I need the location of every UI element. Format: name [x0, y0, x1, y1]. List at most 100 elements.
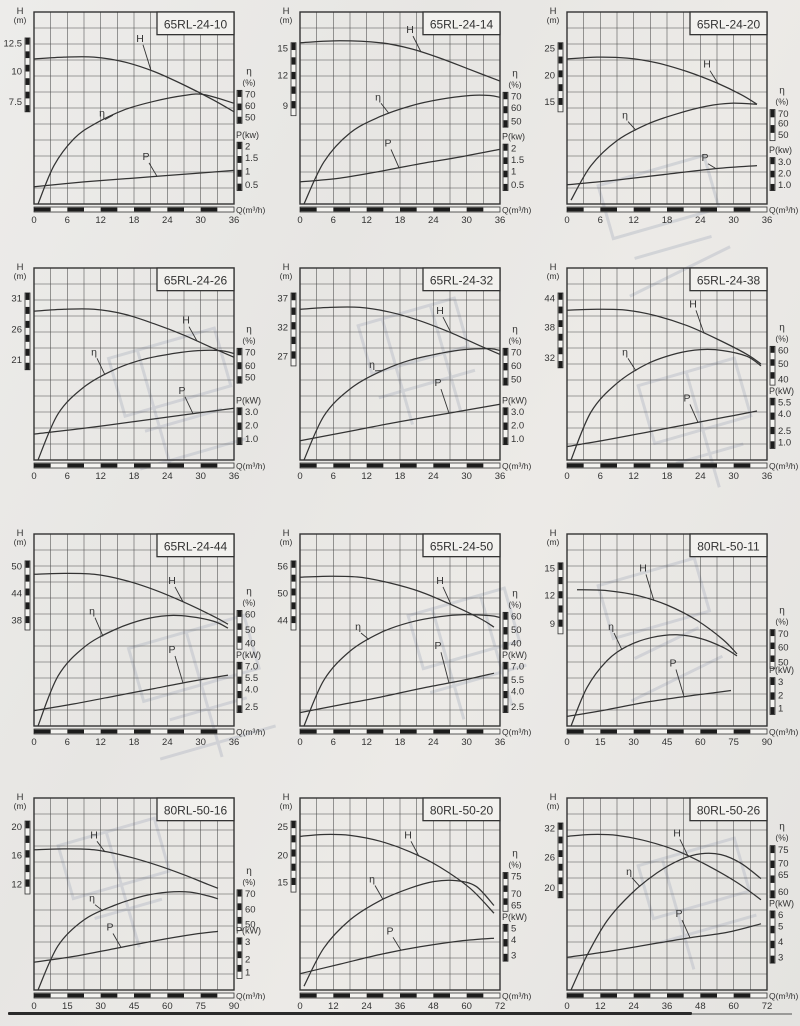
h-axis-unit: (m)	[280, 271, 293, 281]
ruler-stripe	[503, 953, 508, 962]
ruler-stripe	[167, 993, 184, 998]
ruler-stripe	[466, 993, 484, 998]
q-axis-tick: 36	[762, 471, 773, 482]
p-axis-tick: 3.0	[511, 407, 524, 418]
ruler-stripe	[291, 602, 296, 610]
plot-border	[299, 267, 501, 461]
q-axis-tick: 36	[495, 737, 506, 748]
page-footer-rule	[8, 1012, 692, 1015]
curve-label-H: H	[406, 24, 414, 36]
h-axis-tick: 15	[544, 97, 555, 108]
eta-axis-unit: (%)	[242, 77, 255, 87]
ruler-stripe	[600, 207, 617, 212]
p-axis-tick: 5	[778, 922, 783, 933]
pump-curve-figure: 65RL-24-38HηPH(m)443832η(%)605040P(kW)5.…	[544, 262, 798, 482]
h-axis-unit: (m)	[280, 15, 293, 25]
h-axis-unit: (m)	[547, 15, 560, 25]
eta-axis-label: η	[512, 324, 518, 335]
ruler-stripe	[503, 363, 508, 371]
chart-title: 80RL-50-16	[164, 803, 228, 817]
ruler-stripe	[770, 183, 775, 191]
ruler-stripe	[770, 925, 775, 934]
ruler-stripe	[237, 662, 242, 670]
ruler-stripe	[600, 463, 617, 468]
h-axis-label: H	[550, 528, 557, 539]
eta-axis-unit: (%)	[242, 335, 255, 345]
p-axis-label: P(kW)	[502, 650, 527, 660]
eta-axis-tick: 60	[778, 887, 789, 898]
eta-axis-unit: (%)	[508, 599, 521, 609]
ruler-stripe	[558, 891, 563, 898]
p-axis-ruler	[502, 143, 509, 191]
ruler-stripe	[770, 170, 775, 178]
p-axis-tick: 2	[511, 143, 516, 154]
h-axis-tick: 44	[277, 615, 288, 626]
head-curve	[566, 56, 758, 105]
curve-label-H: H	[689, 298, 697, 310]
ruler-stripe	[25, 835, 30, 843]
h-axis-tick: 9	[550, 619, 555, 630]
ruler-stripe	[558, 619, 563, 627]
eta-axis-unit: (%)	[242, 877, 255, 887]
ruler-stripe	[291, 292, 296, 301]
ruler-stripe	[558, 577, 563, 585]
q-axis-tick: 18	[662, 215, 673, 226]
ruler-stripe	[770, 109, 775, 118]
q-axis-tick: 24	[361, 1001, 372, 1012]
ruler-stripe	[667, 463, 684, 468]
ruler-stripe	[558, 605, 563, 613]
q-axis-tick: 18	[395, 215, 406, 226]
ruler-stripe	[770, 441, 775, 449]
p-axis-tick: 1.0	[778, 180, 791, 191]
curve-label-P: P	[434, 640, 441, 652]
p-axis-label: P(kW)	[236, 650, 261, 660]
efficiency-curve	[37, 93, 235, 205]
curve-label-leader	[707, 163, 717, 169]
ruler-stripe	[633, 463, 651, 468]
ruler-stripe	[291, 574, 296, 582]
eta-axis-tick: 50	[245, 920, 256, 931]
plot-border	[566, 267, 768, 461]
ruler-stripe	[466, 207, 484, 212]
h-axis-unit: (m)	[280, 537, 293, 547]
eta-axis-tick: 60	[511, 612, 522, 623]
ruler-stripe	[237, 362, 242, 370]
ruler-stripe	[400, 993, 417, 998]
eta-axis-label: η	[512, 588, 518, 599]
h-axis-ruler	[290, 292, 297, 367]
eta-axis-tick: 75	[511, 872, 522, 883]
ruler-stripe	[366, 993, 384, 998]
q-axis-tick: 24	[162, 471, 173, 482]
ruler-stripe	[770, 860, 775, 868]
curve-label-leader	[442, 316, 452, 333]
ruler-stripe	[558, 877, 563, 885]
ruler-stripe	[200, 463, 218, 468]
ruler-stripe	[503, 106, 508, 114]
ruler-stripe	[291, 560, 296, 568]
ruler-stripe	[25, 348, 30, 356]
ruler-stripe	[770, 875, 775, 883]
curve-label-H: H	[90, 829, 98, 841]
h-axis-tick: 21	[11, 355, 22, 366]
h-axis-unit: (m)	[14, 801, 27, 811]
p-axis-tick: 4	[778, 937, 783, 948]
eta-axis-tick: 65	[511, 901, 522, 912]
efficiency-curve	[37, 614, 229, 727]
curve-label-leader	[675, 669, 685, 697]
curve-label-leader	[360, 632, 370, 640]
p-axis-tick: 1.5	[245, 153, 258, 164]
eta-axis-unit: (%)	[775, 833, 788, 843]
q-axis-tick: 0	[31, 1001, 36, 1012]
ruler-stripe	[25, 850, 30, 858]
pump-curve-figure: 80RL-50-20HηPH(m)252015η(%)757065P(kW)54…	[277, 792, 531, 1012]
q-axis-tick: 18	[129, 471, 140, 482]
power-curve	[33, 674, 229, 712]
h-axis-tick: 44	[11, 589, 22, 600]
q-axis-tick: 18	[662, 471, 673, 482]
ruler-stripe	[558, 591, 563, 599]
ruler-stripe	[237, 623, 242, 630]
head-curve	[33, 308, 235, 358]
ruler-stripe	[237, 610, 242, 617]
